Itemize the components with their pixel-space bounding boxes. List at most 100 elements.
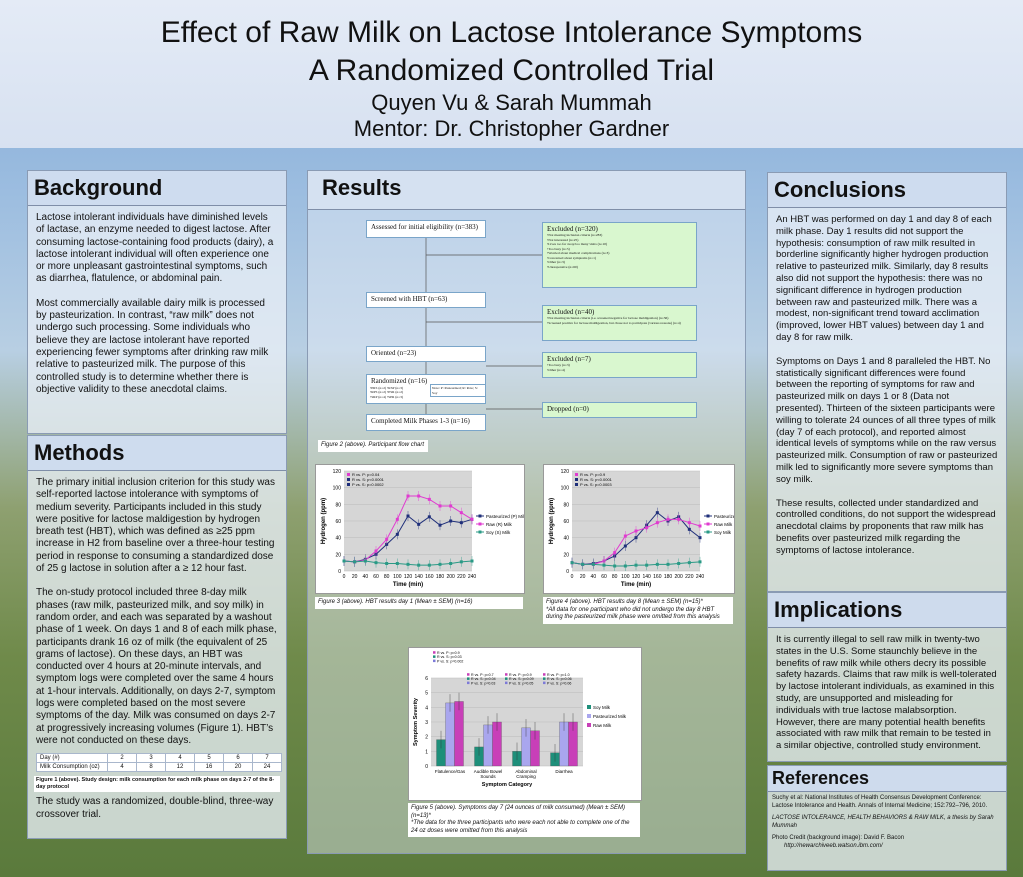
y-tick-label: 120 [561,469,570,475]
data-point [395,517,399,521]
legend-label: Pasteurized Milk [593,714,627,719]
x-tick-label: Abdominal [515,769,536,774]
x-tick-label: 180 [664,574,673,580]
x-tick-label: 100 [393,574,402,580]
data-point [698,536,702,540]
bar [445,702,455,767]
data-point [581,562,585,566]
milk-consumption-table: Day (#) 2 3 4 5 6 7 Milk Consumption (oz… [36,753,282,773]
stat-marker [575,483,578,486]
table-cell: 5 [194,753,224,764]
implications-heading: Implications [768,593,1006,628]
data-point [427,497,431,501]
data-point [438,562,442,566]
y-tick-label: 40 [563,536,569,542]
x-tick-label: Sounds [480,774,496,779]
stat-marker [575,473,578,476]
x-tick-label: 220 [685,574,694,580]
stat-marker [433,659,436,663]
flow-excluded-1: Excluded (n=320) •Not meeting inclusion … [542,222,697,288]
stat-annotation: R vs. S: p=0.03 [437,655,462,659]
data-point [395,562,399,565]
x-tick-label: 160 [653,574,662,580]
x-tick-label: 220 [457,574,466,580]
stat-marker [575,478,578,481]
y-tick-label: 120 [333,469,342,475]
flow-randomized-title: Randomized (n=16) [371,377,428,385]
data-point [385,537,389,541]
data-point [591,562,595,566]
legend-swatch [587,714,591,718]
flow-excluded-line: •Not interested (n=25) [547,237,579,242]
flow-rand-line: •SRP (n=4) [370,394,387,399]
y-tick-label: 20 [335,552,341,558]
x-tick-label: 20 [580,574,586,580]
x-tick-label: Audible Bowel [474,769,503,774]
x-tick-label: 240 [696,574,705,580]
table-cell: 12 [165,762,195,773]
flow-completed: Completed Milk Phases 1-3 (n=16) [366,414,486,431]
fig4-caption-note: *All data for one participant who did no… [546,606,720,621]
x-tick-label: 60 [373,574,379,580]
stat-marker [467,673,470,676]
reference-1: Suchy et al: National Institutes of Heal… [772,795,988,809]
data-point [353,560,357,564]
y-tick-label: 60 [563,519,569,525]
x-tick-label: Cramping [516,774,536,779]
y-tick-label: 100 [561,486,570,492]
background-p2: Most commercially available dairy milk i… [36,297,269,395]
stat-marker [347,483,350,486]
stat-marker [505,673,508,676]
flow-dropped: Dropped (n=0) [542,402,697,418]
x-tick-label: 0 [343,574,346,580]
data-point [417,563,421,567]
flow-excluded-line: •Too busy (n=5) [547,246,570,251]
stat-marker [505,677,508,680]
stat-annotation: R vs. P: p=0.9 [580,472,606,477]
x-tick-label: 80 [384,574,390,580]
flow-excluded-title: Excluded (n=40) [547,308,595,316]
y-tick-label: 4 [425,705,428,711]
flow-excluded-line: •Unresponsive (n=60) [547,264,578,269]
references-panel: References Suchy et al: National Institu… [767,765,1007,871]
fig4-caption: Figure 4 (above). HBT results day 8 (Mea… [543,597,733,624]
x-tick-label: 160 [425,574,434,580]
legend-label: Raw Milk [593,723,612,728]
data-point [427,563,431,567]
data-point [427,515,431,519]
stat-annotation: R vs. P: p=0.9 [437,651,460,655]
flow-excluded-title: Excluded (n=7) [547,355,591,363]
x-tick-label: 180 [436,574,445,580]
x-tick-label: Flatulence/Gas [435,769,466,774]
stat-marker [543,673,546,676]
background-heading: Background [28,171,286,206]
implications-panel: Implications It is currently illegal to … [767,592,1007,762]
stat-annotation: R vs. P: p=0.7 [471,673,494,677]
legend-label: Raw Milk [714,522,733,527]
y-axis-label: Symptom Severity [413,697,419,746]
data-point [677,517,681,521]
data-point [449,504,453,508]
x-tick-label: Diarrhea [555,769,573,774]
y-axis-label: Hydrogen (ppm) [549,498,555,544]
reference-4: http://newarchiveeb.watson.ibm.com/ [784,842,883,849]
authors: Quyen Vu & Sarah Mummah [371,90,652,115]
x-axis-label: Time (min) [621,582,651,588]
x-tick-label: 40 [591,574,597,580]
mentor: Mentor: Dr. Christopher Gardner [353,116,670,141]
data-point [666,562,670,566]
x-tick-label: 140 [414,574,423,580]
data-point [570,561,574,565]
data-point [417,522,421,526]
references-heading: References [768,766,1006,792]
stat-annotation: R vs. P: p=1.0 [547,673,570,677]
stat-marker [467,681,470,685]
stat-marker [543,681,546,685]
data-point [613,551,617,555]
background-panel: Background Lactose intolerant individual… [27,170,287,434]
fig4-chart: 0 20 40 60 80 100 120 0 20 40 60 80 100 120 140 160 180 2… [543,464,748,594]
x-tick-label: 0 [571,574,574,580]
